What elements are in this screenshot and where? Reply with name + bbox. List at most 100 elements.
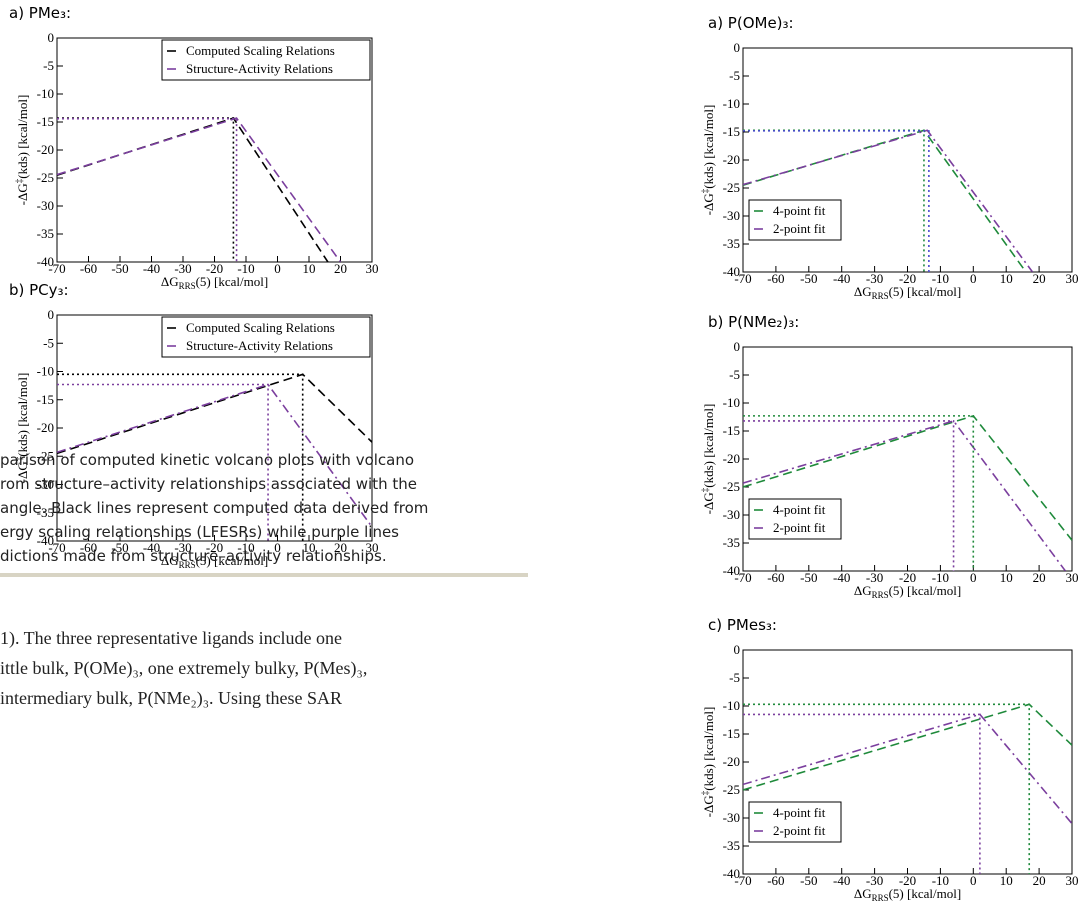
x-tick-label: 10 (303, 540, 316, 555)
y-tick-label: -30 (37, 477, 54, 492)
x-tick-label: 30 (1066, 873, 1079, 888)
x-tick-label: 10 (1000, 271, 1013, 286)
x-tick-label: -50 (800, 271, 817, 286)
series-line (57, 373, 372, 455)
y-tick-label: -15 (723, 124, 740, 139)
y-axis-label-part: (kds) [kcal/mol] (701, 404, 716, 488)
x-tick-label: 10 (303, 261, 316, 276)
y-axis-label-part: -ΔG (701, 193, 716, 215)
caption-line: dictions made from structure–activity re… (0, 547, 387, 565)
y-tick-label: -20 (723, 152, 740, 167)
y-axis-label: -ΔG‡(kds) [kcal/mol] (700, 707, 716, 818)
y-tick-label: -20 (37, 142, 54, 157)
chart-title: b) PCy₃: (9, 281, 69, 299)
x-tick-label: -30 (174, 540, 191, 555)
x-axis-label: ΔGRRS(5) [kcal/mol] (854, 284, 961, 301)
y-axis-label-part: (kds) [kcal/mol] (701, 105, 716, 189)
x-tick-label: 10 (1000, 570, 1013, 585)
y-tick-label: -30 (723, 507, 740, 522)
y-tick-label: -35 (723, 236, 740, 251)
y-tick-label: -30 (37, 198, 54, 213)
y-tick-label: -10 (37, 86, 54, 101)
body-line: 1). The three representative ligands inc… (0, 628, 343, 648)
legend-box (161, 39, 371, 81)
x-axis-label-part: ΔG (854, 284, 872, 299)
series-line (743, 130, 930, 272)
x-axis-label-part: RRS (179, 281, 196, 291)
x-tick-label: 20 (1033, 271, 1046, 286)
x-tick-label: -70 (734, 271, 751, 286)
y-tick-label: -20 (723, 451, 740, 466)
body-line: intermediary bulk, P(NMe₂)₃. Using these… (0, 688, 343, 708)
y-tick-label: -25 (723, 479, 740, 494)
y-tick-label: -40 (723, 866, 740, 881)
chart: a) P(OMe)₃:0-5-10-15-20-25-30-35-40-70 -6… (700, 14, 1079, 301)
y-tick-label: 0 (48, 30, 55, 45)
legend-box (748, 199, 842, 241)
y-tick-label: -5 (729, 670, 740, 685)
y-axis-label-part: ‡ (700, 790, 710, 795)
y-tick-label: -40 (37, 254, 54, 269)
legend-label: 4-point fit (773, 805, 826, 820)
y-axis-label-part: -ΔG (701, 492, 716, 514)
series-line (57, 117, 342, 262)
x-tick-label: -20 (899, 271, 916, 286)
y-tick-label: -5 (43, 58, 54, 73)
x-tick-label: 10 (1000, 873, 1013, 888)
legend-label: Structure-Activity Relations (186, 338, 333, 353)
x-tick-label: -60 (767, 873, 784, 888)
chart: a) PMe₃:0-5-10-15-20-25-30-35-40-70 -60 -5… (9, 4, 379, 291)
x-tick-label: 0 (274, 540, 281, 555)
x-tick-label: -30 (866, 570, 883, 585)
chart-title: c) PMes₃: (708, 616, 777, 634)
x-tick-label: -60 (80, 261, 97, 276)
y-axis-label: -ΔG‡(kds) [kcal/mol] (700, 404, 716, 515)
x-tick-label: 0 (970, 570, 977, 585)
x-tick-label: -70 (734, 570, 751, 585)
y-tick-label: -35 (723, 838, 740, 853)
series-line (743, 415, 975, 571)
y-tick-label: -20 (37, 420, 54, 435)
y-axis-label: -ΔG‡(kds) [kcal/mol] (14, 95, 30, 206)
y-tick-label: -40 (723, 264, 740, 279)
x-tick-label: -10 (237, 540, 254, 555)
legend-label: 4-point fit (773, 502, 826, 517)
y-tick-label: 0 (734, 40, 741, 55)
caption-line: parison of computed kinetic volcano plot… (0, 451, 415, 469)
x-tick-label: -50 (111, 261, 128, 276)
x-tick-label: -30 (866, 873, 883, 888)
series-line (743, 703, 1072, 791)
y-axis-label-part: ‡ (14, 456, 24, 461)
x-tick-label: -30 (866, 271, 883, 286)
chart: c) PMes₃:0-5-10-15-20-25-30-35-40-70 -60-… (700, 616, 1079, 903)
y-tick-label: -25 (37, 448, 54, 463)
y-axis-label-part: ‡ (700, 487, 710, 492)
x-tick-label: -40 (833, 271, 850, 286)
y-tick-label: -10 (723, 395, 740, 410)
legend-box (748, 498, 842, 540)
legend-label: 4-point fit (773, 203, 826, 218)
y-tick-label: -30 (723, 810, 740, 825)
y-axis-label-part: (kds) [kcal/mol] (701, 707, 716, 791)
x-tick-label: -20 (899, 873, 916, 888)
x-tick-label: -60 (767, 271, 784, 286)
legend-label: Computed Scaling Relations (186, 320, 335, 335)
series-line (57, 117, 329, 262)
y-tick-label: -30 (723, 208, 740, 223)
x-tick-label: -10 (932, 570, 949, 585)
x-axis-label: ΔGRRS(5) [kcal/mol] (161, 553, 268, 570)
y-tick-label: 0 (48, 307, 55, 322)
y-axis-label-part: (kds) [kcal/mol] (15, 95, 30, 179)
y-axis-label-part: (kds) [kcal/mol] (15, 373, 30, 457)
x-tick-label: -10 (932, 873, 949, 888)
x-axis-label-part: RRS (179, 560, 196, 570)
y-axis-label: -ΔG‡(kds) [kcal/mol] (14, 373, 30, 484)
y-tick-label: -40 (37, 533, 54, 548)
y-tick-label: -10 (723, 96, 740, 111)
y-axis-label-part: -ΔG (15, 183, 30, 205)
legend-label: 2-point fit (773, 520, 826, 535)
x-tick-label: -40 (143, 540, 160, 555)
x-tick-label: -10 (932, 271, 949, 286)
x-tick-label: 30 (1066, 271, 1079, 286)
